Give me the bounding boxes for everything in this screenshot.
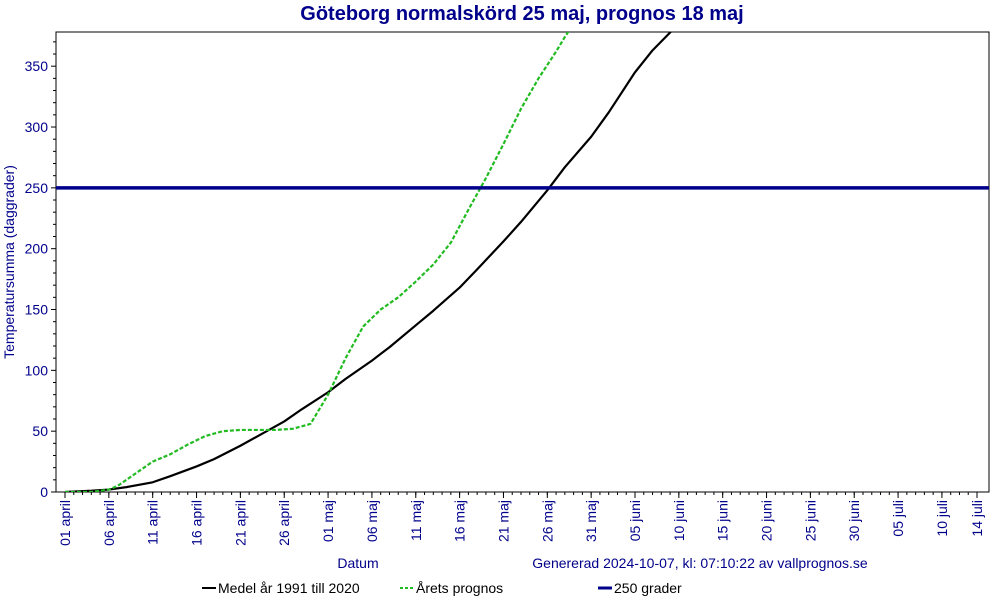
x-tick-label: 11 maj: [408, 500, 424, 541]
generated-note: Genererad 2024-10-07, kl: 07:10:22 av va…: [532, 555, 868, 571]
chart-title: Göteborg normalskörd 25 maj, prognos 18 …: [300, 3, 743, 25]
x-tick-label: 14 juli: [969, 500, 985, 537]
legend-item-medel-r-1991-till-2020: Medel år 1991 till 2020: [218, 580, 360, 596]
x-tick-label: 06 maj: [364, 500, 380, 542]
x-tick-label: 21 maj: [495, 500, 511, 542]
legend: Medel år 1991 till 2020 Årets prognos 250 …: [202, 580, 682, 596]
x-tick-label: 16 maj: [452, 500, 468, 542]
x-tick-label: 20 juni: [759, 500, 775, 541]
series-layer: [56, 32, 989, 492]
x-tick-label: 26 april: [276, 500, 292, 546]
x-tick-label: 06 april: [101, 500, 117, 546]
y-tick-label: 200: [25, 241, 49, 257]
x-tick-label: 01 april: [57, 500, 73, 546]
y-tick-label: 100: [25, 362, 49, 378]
x-tick-label: 05 juni: [627, 500, 643, 541]
y-tick-label: 0: [40, 484, 48, 500]
series-line-1: [64, 32, 673, 492]
x-axis-label: Datum: [337, 555, 378, 571]
y-tick-label: 50: [32, 423, 48, 439]
x-tick-label: 15 juni: [715, 500, 731, 541]
x-tick-label: 10 juni: [671, 500, 687, 541]
x-tick-label: 30 juni: [846, 500, 862, 541]
x-tick-label: 05 juli: [890, 500, 906, 537]
y-axis: 0 50 100 150 200 250 300 350: [25, 41, 56, 500]
y-tick-label: 300: [25, 119, 49, 135]
y-tick-label: 350: [25, 58, 49, 74]
legend-item-250-grader: 250 grader: [614, 580, 682, 596]
x-tick-label: 26 maj: [539, 500, 555, 542]
x-axis: 01 april 06 april 11 april 16 april 21 april…: [57, 492, 985, 546]
x-tick-label: 10 juli: [934, 500, 950, 537]
x-tick-label: 21 april: [232, 500, 248, 546]
x-tick-label: 16 april: [189, 500, 205, 546]
x-tick-label: 01 maj: [320, 500, 336, 542]
y-axis-label: Temperatursumma (daggrader): [1, 165, 17, 359]
series-line-2: [65, 32, 570, 492]
plot-area: [55, 31, 990, 493]
x-tick-label: 31 maj: [583, 500, 599, 542]
x-tick-label: 11 april: [145, 500, 161, 545]
legend-item-rets-prognos: Årets prognos: [416, 580, 503, 596]
x-tick-label: 25 juni: [802, 500, 818, 541]
y-tick-label: 150: [25, 302, 49, 318]
y-tick-label: 250: [25, 180, 49, 196]
